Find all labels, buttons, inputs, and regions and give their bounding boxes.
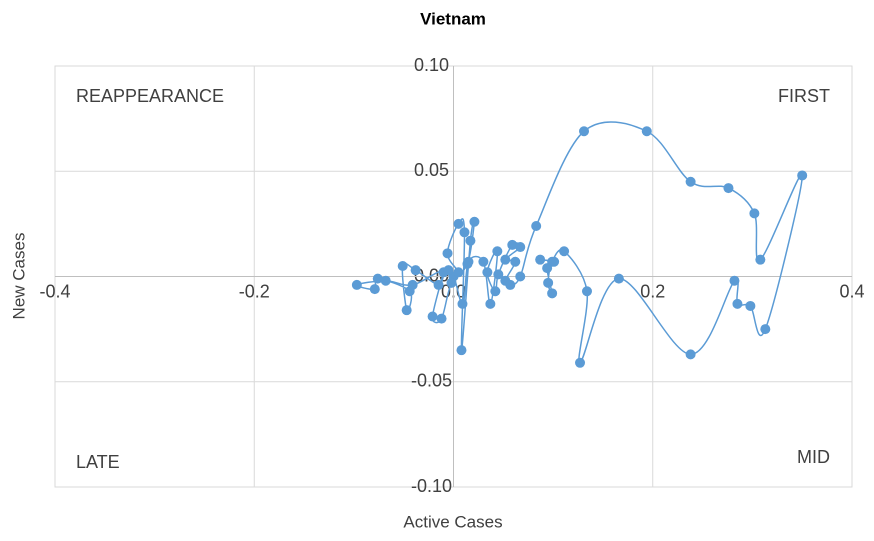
point [685, 176, 696, 187]
y-tick-label: -0.05 [411, 371, 452, 391]
point [490, 286, 501, 297]
point [505, 279, 516, 290]
point [575, 357, 586, 368]
y-tick-label: 0.05 [414, 160, 449, 180]
point [443, 265, 454, 276]
quadrant-label: MID [797, 447, 830, 467]
point [436, 313, 447, 324]
point [401, 305, 412, 316]
point [729, 275, 740, 286]
point [515, 242, 526, 253]
y-axis-label: New Cases [9, 233, 28, 320]
point [446, 277, 457, 288]
point [547, 288, 558, 299]
point [456, 345, 467, 356]
point [685, 349, 696, 360]
point [453, 218, 464, 229]
x-tick-label: 0.4 [839, 281, 864, 301]
point [542, 263, 553, 274]
point [579, 126, 590, 137]
point [535, 254, 546, 265]
point [559, 246, 570, 257]
point [457, 298, 468, 309]
point [581, 286, 592, 297]
point [482, 267, 493, 278]
point [492, 246, 503, 257]
point [613, 273, 624, 284]
x-tick-label: -0.4 [39, 281, 70, 301]
point [459, 227, 470, 238]
point [410, 265, 421, 276]
point [463, 256, 474, 267]
point [397, 260, 408, 271]
point [442, 248, 453, 259]
point [465, 235, 476, 246]
chart-title: Vietnam [420, 9, 486, 28]
point [380, 275, 391, 286]
point [407, 279, 418, 290]
y-tick-label: -0.10 [411, 476, 452, 496]
point [543, 277, 554, 288]
point [549, 256, 560, 267]
y-tick-label: 0.10 [414, 55, 449, 75]
point [515, 271, 526, 282]
point [732, 298, 743, 309]
point [453, 267, 464, 278]
point [510, 256, 521, 267]
point [478, 256, 489, 267]
point [723, 183, 734, 194]
point [369, 284, 380, 295]
point [372, 273, 383, 284]
x-axis-label: Active Cases [403, 512, 502, 531]
x-tick-label: -0.2 [239, 281, 270, 301]
x-tick-label: 0.2 [640, 281, 665, 301]
point [797, 170, 808, 181]
quadrant-label: REAPPEARANCE [76, 86, 224, 106]
point [493, 269, 504, 280]
series-line [356, 121, 803, 364]
point [433, 279, 444, 290]
point [531, 220, 542, 231]
point [745, 300, 756, 311]
quadrant-label: FIRST [778, 86, 830, 106]
point [749, 208, 760, 219]
point [507, 239, 518, 250]
point [760, 324, 771, 335]
point [485, 298, 496, 309]
point [427, 311, 438, 322]
point [351, 279, 362, 290]
quadrant-label: LATE [76, 452, 120, 472]
point [641, 126, 652, 137]
point [755, 254, 766, 265]
point [469, 216, 480, 227]
point [500, 254, 511, 265]
